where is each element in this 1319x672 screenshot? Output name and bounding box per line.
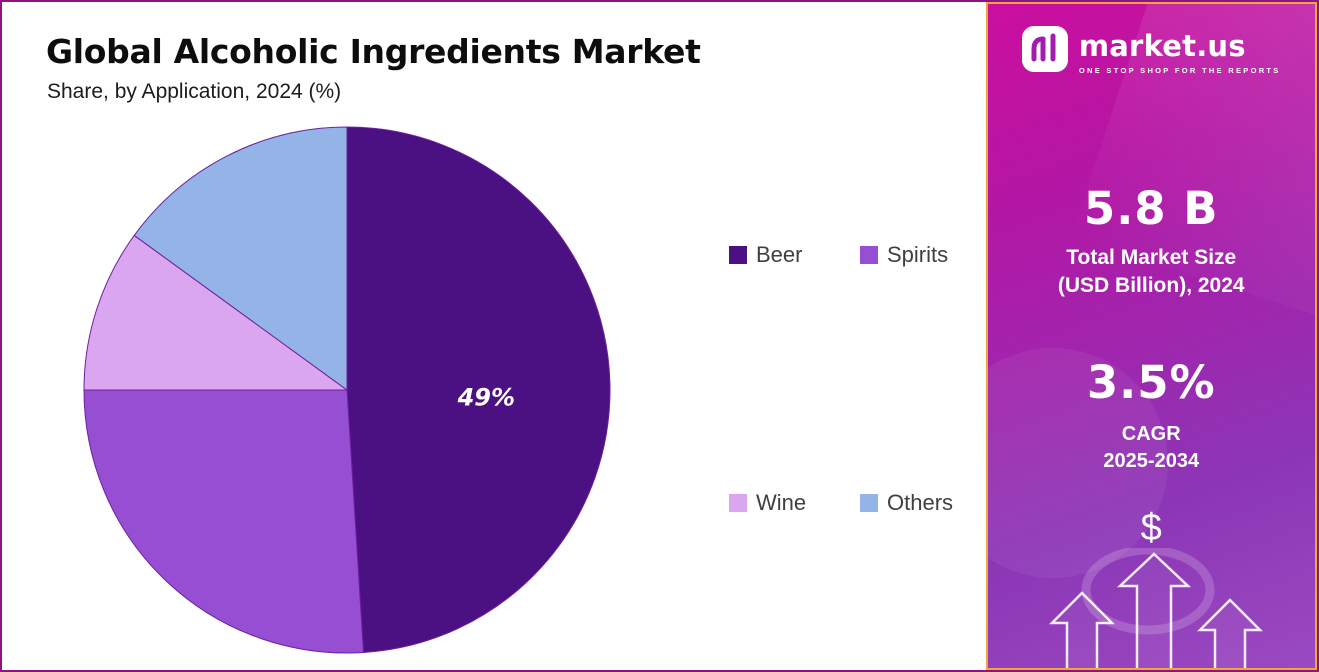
up-arrow-left-icon <box>1048 591 1115 668</box>
market-us-logo-icon <box>1021 26 1068 77</box>
up-arrow-center-icon <box>1116 552 1191 668</box>
chart-subtitle: Share, by Application, 2024 (%) <box>47 80 342 103</box>
legend-swatch-spirits <box>860 246 878 264</box>
pie-slice-spirits <box>83 389 365 654</box>
pie-percent-label-beer: 49% <box>457 384 515 412</box>
legend-item-beer: Beer <box>729 242 860 268</box>
brand-tagline: ONE STOP SHOP FOR THE REPORTS <box>1078 65 1281 75</box>
pie-chart-svg: 49% <box>83 126 611 654</box>
total-market-size-label: Total Market Size (USD Billion), 2024 <box>994 244 1310 301</box>
legend-item-others: Others <box>860 490 991 516</box>
legend-item-spirits: Spirits <box>860 242 991 268</box>
legend-row-bottom: Wine Others <box>729 490 991 516</box>
chart-legend: Beer Spirits Wine Others <box>729 242 991 516</box>
total-market-size-stat: 5.8 B Total Market Size (USD Billion), 2… <box>994 182 1310 301</box>
legend-swatch-others <box>860 494 878 512</box>
cagr-stat: 3.5% CAGR 2025-2034 <box>994 356 1310 475</box>
total-market-size-value: 5.8 B <box>1083 182 1219 235</box>
dollar-icon: $ <box>1140 507 1162 549</box>
info-sidebar: market.us ONE STOP SHOP FOR THE REPORTS … <box>985 2 1317 670</box>
legend-item-wine: Wine <box>729 490 860 516</box>
pie-chart: 49% <box>77 120 617 660</box>
brand-name: market.us <box>1078 28 1246 63</box>
chart-title: Global Alcoholic Ingredients Market <box>46 32 701 71</box>
legend-label-others: Others <box>887 490 954 515</box>
legend-row-top: Beer Spirits <box>729 242 991 268</box>
brand-text: market.us ONE STOP SHOP FOR THE REPORTS <box>1079 29 1281 75</box>
brand: market.us ONE STOP SHOP FOR THE REPORTS <box>988 26 1316 77</box>
legend-label-wine: Wine <box>756 490 807 515</box>
pie-slice-beer <box>346 126 611 654</box>
total-market-size-label-line2: (USD Billion), 2024 <box>1057 274 1245 298</box>
cagr-label: CAGR 2025-2034 <box>994 421 1310 475</box>
growth-arrows-icon <box>1048 548 1263 668</box>
legend-label-spirits: Spirits <box>887 242 949 267</box>
pie-slice-others <box>133 126 348 391</box>
cagr-label-line1: CAGR <box>1121 423 1181 445</box>
cagr-period: 2025-2034 <box>1103 450 1200 472</box>
up-arrow-right-icon <box>1196 598 1263 668</box>
chart-area: Global Alcoholic Ingredients Market Shar… <box>2 2 986 670</box>
pie-slice-wine <box>83 234 349 391</box>
legend-swatch-wine <box>729 494 747 512</box>
sidebar-glow-decoration <box>987 348 1168 578</box>
legend-label-beer: Beer <box>756 242 803 267</box>
total-market-size-label-line1: Total Market Size <box>1066 246 1237 269</box>
cagr-value: 3.5% <box>1086 356 1216 409</box>
legend-swatch-beer <box>729 246 747 264</box>
